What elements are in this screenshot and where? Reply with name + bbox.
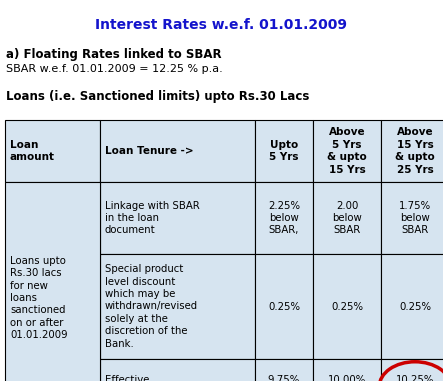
Bar	[381, 254, 443, 359]
Text: SBAR w.e.f. 01.01.2009 = 12.25 % p.a.: SBAR w.e.f. 01.01.2009 = 12.25 % p.a.	[6, 64, 223, 74]
Bar	[381, 182, 443, 254]
Bar	[381, 120, 443, 182]
Bar	[255, 120, 313, 182]
Bar	[100, 254, 255, 359]
Bar	[100, 359, 255, 381]
Bar	[255, 254, 313, 359]
Text: 9.75%
p.a.: 9.75% p.a.	[268, 375, 300, 381]
Text: a) Floating Rates linked to SBAR: a) Floating Rates linked to SBAR	[6, 48, 222, 61]
Bar	[5, 182, 100, 381]
Bar	[313, 254, 381, 359]
Text: Special product
level discount
which may be
withdrawn/revised
solely at the
disc: Special product level discount which may…	[105, 264, 198, 349]
Bar	[100, 120, 255, 182]
Bar	[255, 359, 313, 381]
Text: 0.25%: 0.25%	[268, 301, 300, 312]
Text: Interest Rates w.e.f. 01.01.2009: Interest Rates w.e.f. 01.01.2009	[96, 18, 347, 32]
Text: 2.00
below
SBAR: 2.00 below SBAR	[332, 201, 362, 235]
Bar	[255, 182, 313, 254]
Text: 0.25%: 0.25%	[331, 301, 363, 312]
Text: Linkage with SBAR
in the loan
document: Linkage with SBAR in the loan document	[105, 201, 200, 235]
Text: 10.25%
p.a.: 10.25% p.a.	[396, 375, 434, 381]
Text: Loan
amount: Loan amount	[10, 140, 55, 162]
Bar	[5, 120, 100, 182]
Text: Loans (i.e. Sanctioned limits) upto Rs.30 Lacs: Loans (i.e. Sanctioned limits) upto Rs.3…	[6, 90, 309, 103]
Text: 1.75%
below
SBAR: 1.75% below SBAR	[399, 201, 431, 235]
Bar	[313, 120, 381, 182]
Text: Loans upto
Rs.30 lacs
for new
loans
sanctioned
on or after
01.01.2009: Loans upto Rs.30 lacs for new loans sanc…	[10, 256, 68, 340]
Bar	[100, 182, 255, 254]
Text: Loan Tenure ->: Loan Tenure ->	[105, 146, 194, 156]
Text: Above
15 Yrs
& upto
25 Yrs: Above 15 Yrs & upto 25 Yrs	[395, 127, 435, 174]
Text: 10.00%
p.a.: 10.00% p.a.	[328, 375, 366, 381]
Text: Above
5 Yrs
& upto
15 Yrs: Above 5 Yrs & upto 15 Yrs	[327, 127, 367, 174]
Text: 2.25%
below
SBAR,: 2.25% below SBAR,	[268, 201, 300, 235]
Bar	[313, 182, 381, 254]
Text: Effective
Rate: Effective Rate	[105, 375, 149, 381]
Bar	[381, 359, 443, 381]
Text: Upto
5 Yrs: Upto 5 Yrs	[269, 140, 299, 162]
Bar	[313, 359, 381, 381]
Text: 0.25%: 0.25%	[399, 301, 431, 312]
